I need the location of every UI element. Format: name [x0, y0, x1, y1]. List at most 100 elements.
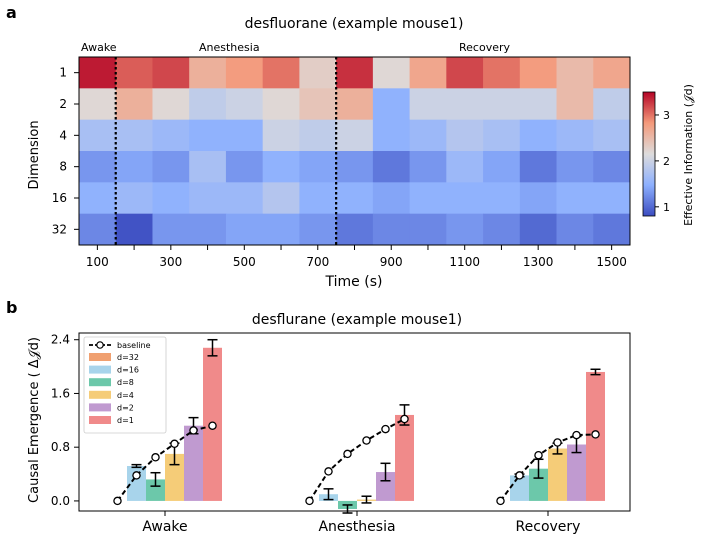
baseline-point [591, 430, 600, 439]
x-tick-label: 300 [159, 255, 182, 269]
heatmap-cell [115, 88, 153, 121]
y-tick-label: 1 [59, 66, 67, 80]
heatmap-cell [189, 57, 227, 89]
baseline-point [572, 430, 581, 440]
baseline-lines [113, 414, 600, 506]
heatmap-cell [262, 182, 300, 215]
bar-chart-title: desflurane (example mouse1) [252, 312, 462, 328]
baseline-point [553, 438, 562, 447]
heatmap-cell [593, 88, 631, 121]
heatmap-cell [483, 151, 521, 183]
heatmap-cell [372, 213, 410, 246]
heatmap-cell [336, 119, 374, 152]
baseline-point [189, 426, 198, 435]
baseline-point [151, 453, 160, 462]
baseline-point [113, 496, 122, 506]
bar [395, 414, 414, 501]
bar [567, 444, 586, 501]
heatmap-cell [299, 151, 337, 183]
heatmap-cell [189, 151, 227, 183]
heatmap-cell [299, 88, 337, 121]
phase-label: Anesthesia [199, 41, 260, 54]
bar-y-tick-label: 0.0 [51, 494, 70, 508]
phase-label: Recovery [459, 41, 510, 54]
heatmap-cell [593, 151, 631, 183]
y-tick-label: 4 [59, 128, 67, 142]
heatmap-cell [115, 151, 153, 183]
heatmap-cell [593, 182, 631, 215]
legend-swatch [89, 378, 111, 387]
baseline-point [208, 421, 217, 430]
heatmap-cell [372, 151, 410, 183]
heatmap-cell [299, 119, 337, 152]
bar-y-axis-label: Causal Emergence ( Δ𝒥d) [27, 337, 42, 503]
heatmap-cell [225, 213, 264, 246]
phase-label: Awake [81, 41, 117, 54]
colorbar-tick-label: 1 [663, 201, 670, 214]
heatmap-cell [556, 182, 594, 215]
heatmap-cell [593, 57, 631, 89]
heatmap-cell [299, 213, 337, 246]
baseline-line [308, 418, 405, 502]
heatmap-cell [483, 213, 521, 246]
baseline-point [381, 424, 390, 434]
legend-entry: d=32 [89, 353, 139, 362]
legend-label: d=8 [117, 378, 134, 387]
y-tick-label: 16 [52, 191, 67, 205]
heatmap-cell [483, 119, 521, 152]
bar [165, 453, 184, 501]
colorbar-tick-label: 3 [663, 109, 670, 122]
heatmap-cell [299, 182, 337, 215]
baseline-point [132, 471, 141, 480]
heatmap-cell [519, 57, 557, 89]
legend-label: baseline [117, 341, 151, 350]
baseline-point [496, 496, 505, 506]
bar-x-ticks: Awake Anesthesia Recovery [142, 511, 580, 535]
legend-entry: d=8 [89, 378, 134, 387]
heatmap-cell [189, 213, 227, 246]
heatmap-cell [115, 182, 153, 215]
heatmap-cell [189, 88, 227, 121]
heatmap-cell [262, 119, 300, 152]
bars [127, 347, 605, 509]
legend-entry: d=4 [89, 390, 134, 400]
heatmap-cell [299, 57, 337, 89]
legend-label: d=2 [117, 403, 134, 412]
heatmap-x-ticks: 100 300 500 700 900 1100 1300 1500 [86, 245, 627, 269]
bar [510, 475, 529, 501]
y-tick-label: 32 [52, 222, 67, 236]
heatmap-cell [79, 182, 117, 215]
colorbar-tick-label: 2 [663, 155, 670, 168]
heatmap-cell [79, 213, 117, 246]
legend-marker [96, 341, 104, 349]
heatmap-cell [556, 119, 594, 152]
heatmap-cell [483, 88, 521, 121]
baseline-point [515, 471, 524, 480]
colorbar [642, 91, 656, 217]
bar-y-tick-label: 0.8 [51, 440, 70, 454]
heatmap-cell [79, 57, 117, 89]
heatmap-cell [519, 213, 557, 246]
bar [548, 448, 567, 501]
x-tick-label: 700 [306, 255, 329, 269]
heatmap-cell [556, 213, 594, 246]
heatmap-y-axis-label: Dimension [27, 120, 42, 189]
heatmap-cell [446, 119, 484, 152]
heatmap-cell [115, 119, 153, 152]
legend-swatch [89, 390, 111, 399]
heatmap-cell [519, 182, 557, 215]
heatmap-cell [556, 151, 594, 183]
heatmap-cell [225, 88, 264, 121]
x-tick-label: 1300 [523, 255, 554, 269]
bar [184, 425, 203, 501]
heatmap-cell [152, 57, 190, 89]
heatmap-cell [79, 151, 117, 183]
x-tick-label: 100 [86, 255, 109, 269]
bar [529, 468, 548, 501]
legend-swatch [89, 403, 111, 412]
y-tick-label: 2 [59, 97, 67, 111]
bar [146, 479, 165, 501]
legend-swatch [89, 365, 111, 374]
colorbar-label: Effective Information (𝒥d) [682, 84, 695, 226]
